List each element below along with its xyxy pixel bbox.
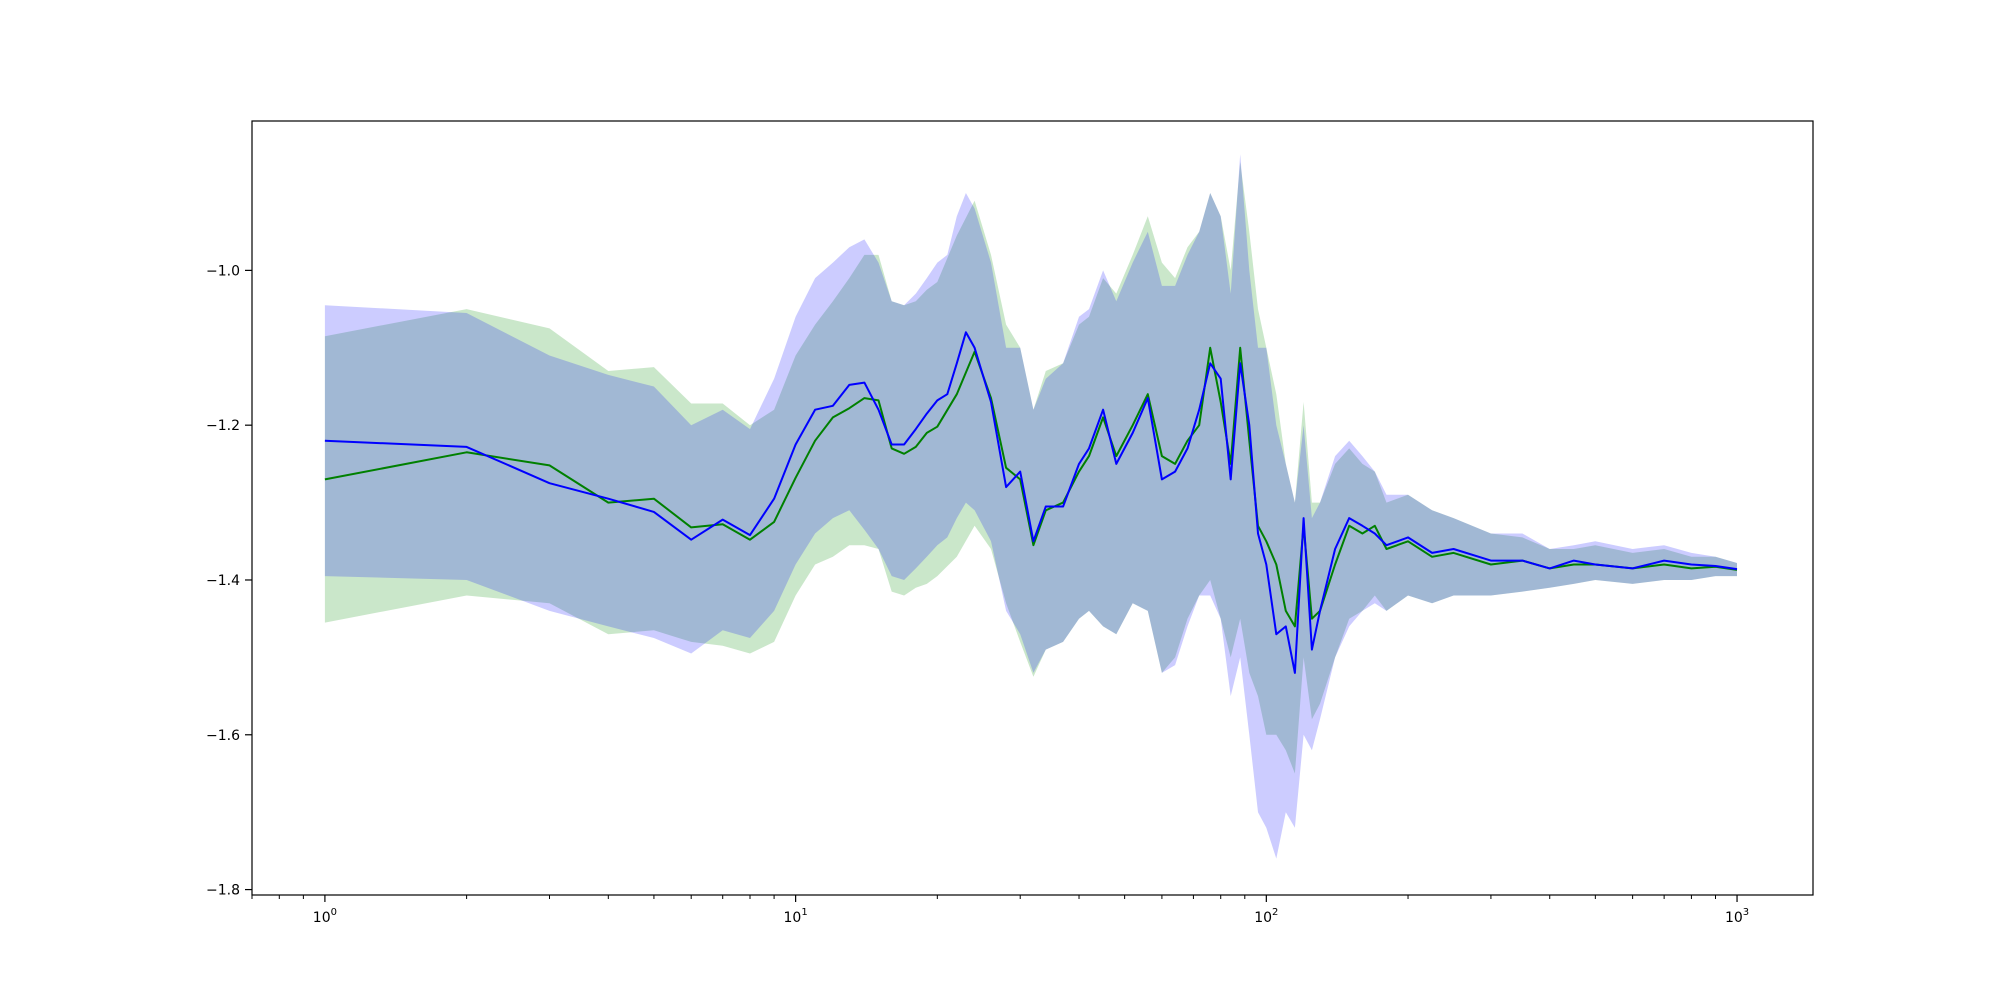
plot-area-frame <box>251 120 1814 896</box>
y-tick-label: −1.4 <box>206 573 240 589</box>
x-tick-label: 103 <box>1725 907 1749 926</box>
x-tick-label: 100 <box>313 907 337 926</box>
series-2-line <box>324 331 1738 674</box>
y-tick-label: −1.8 <box>206 883 240 899</box>
y-tick-label: −1.0 <box>206 263 240 279</box>
series-2-band <box>324 154 1737 859</box>
y-axis: −1.0 −1.2 −1.4 −1.6 −1.8 <box>206 263 252 899</box>
x-tick-label: 101 <box>784 907 808 926</box>
series-1-line <box>324 346 1738 628</box>
series-1-band <box>324 162 1737 774</box>
x-tick-label: 102 <box>1254 907 1278 926</box>
x-axis: 100 101 102 103 <box>251 895 1749 926</box>
series-lines <box>324 331 1738 674</box>
confidence-bands <box>324 154 1737 859</box>
y-tick-label: −1.6 <box>206 728 240 744</box>
y-tick-label: −1.2 <box>206 418 240 434</box>
